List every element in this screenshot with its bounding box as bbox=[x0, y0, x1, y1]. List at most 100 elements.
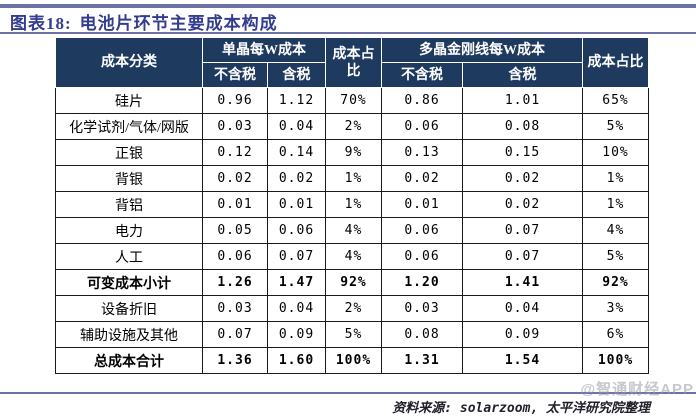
header-cell-category: 成本分类 bbox=[55, 37, 203, 88]
row-label: 设备折旧 bbox=[55, 295, 203, 322]
cell-mono-incl: 0.14 bbox=[267, 139, 326, 166]
cell-poly-incl: 0.09 bbox=[462, 321, 583, 348]
row-label: 电力 bbox=[55, 217, 203, 244]
cell-poly-incl: 0.15 bbox=[462, 139, 583, 166]
cell-poly-incl: 1.01 bbox=[462, 87, 583, 114]
table-row-total: 总成本合计 1.36 1.60 100% 1.31 1.54 100% bbox=[55, 347, 649, 374]
cell-poly-share: 92% bbox=[582, 269, 649, 296]
cell-mono-share: 5% bbox=[325, 321, 382, 348]
header-cell-share-poly: 成本占比 bbox=[582, 37, 649, 88]
cell-poly-incl: 0.07 bbox=[462, 243, 583, 270]
cell-mono-share: 1% bbox=[325, 165, 382, 192]
header-row-1: 成本分类 单晶每W成本 成本占比 多晶金刚线每W成本 成本占比 bbox=[55, 37, 649, 88]
cell-mono-share: 70% bbox=[325, 87, 382, 114]
cell-mono-incl: 0.04 bbox=[267, 113, 326, 140]
cell-mono-excl: 0.12 bbox=[202, 139, 268, 166]
cell-poly-incl: 0.04 bbox=[462, 295, 583, 322]
header-cell-mono-excl: 不含税 bbox=[202, 62, 268, 88]
cell-poly-incl: 0.02 bbox=[462, 165, 583, 192]
cell-mono-excl: 0.02 bbox=[202, 165, 268, 192]
cell-mono-share: 2% bbox=[325, 113, 382, 140]
cell-mono-share: 2% bbox=[325, 295, 382, 322]
cell-mono-share: 4% bbox=[325, 217, 382, 244]
cell-poly-excl: 1.31 bbox=[381, 347, 463, 374]
cell-poly-incl: 0.07 bbox=[462, 217, 583, 244]
table-row: 设备折旧 0.03 0.04 2% 0.03 0.04 3% bbox=[55, 295, 649, 322]
figure-title-text: 电池片环节主要成本构成 bbox=[79, 14, 278, 33]
row-label: 背银 bbox=[55, 165, 203, 192]
cell-mono-incl: 0.07 bbox=[267, 243, 326, 270]
cell-mono-incl: 0.01 bbox=[267, 191, 326, 218]
cell-mono-incl: 0.02 bbox=[267, 165, 326, 192]
cell-poly-share: 5% bbox=[582, 113, 649, 140]
cell-poly-share: 1% bbox=[582, 191, 649, 218]
cell-mono-excl: 0.96 bbox=[202, 87, 268, 114]
header-cell-mono-incl: 含税 bbox=[267, 62, 326, 88]
row-label: 可变成本小计 bbox=[55, 269, 203, 296]
table-row: 正银 0.12 0.14 9% 0.13 0.15 10% bbox=[55, 139, 649, 166]
cell-poly-incl: 0.02 bbox=[462, 191, 583, 218]
cell-poly-share: 100% bbox=[582, 347, 649, 374]
cell-poly-share: 5% bbox=[582, 243, 649, 270]
header-row-2: 不含税 含税 不含税 含税 bbox=[56, 62, 649, 88]
cell-poly-incl: 1.41 bbox=[462, 269, 583, 296]
figure-label: 图表18: bbox=[10, 14, 72, 33]
table-row: 辅助设施及其他 0.07 0.09 5% 0.08 0.09 6% bbox=[55, 321, 649, 348]
table-row: 硅片 0.96 1.12 70% 0.86 1.01 65% bbox=[55, 87, 649, 114]
row-label: 总成本合计 bbox=[55, 347, 203, 374]
cell-poly-excl: 0.06 bbox=[381, 113, 463, 140]
cell-poly-share: 10% bbox=[582, 139, 649, 166]
row-label: 辅助设施及其他 bbox=[55, 321, 203, 348]
table-row: 背铝 0.01 0.01 1% 0.01 0.02 1% bbox=[55, 191, 649, 218]
row-label: 硅片 bbox=[55, 87, 203, 114]
cell-poly-share: 4% bbox=[582, 217, 649, 244]
cell-poly-excl: 0.08 bbox=[381, 321, 463, 348]
cell-mono-share: 9% bbox=[325, 139, 382, 166]
row-label: 正银 bbox=[55, 139, 203, 166]
cell-mono-excl: 0.03 bbox=[202, 295, 268, 322]
cell-poly-excl: 0.02 bbox=[381, 165, 463, 192]
header-cell-share-mono: 成本占比 bbox=[325, 37, 382, 88]
top-divider bbox=[0, 4, 696, 8]
figure-title: 图表18: 电池片环节主要成本构成 bbox=[10, 9, 278, 34]
cell-mono-excl: 0.03 bbox=[202, 113, 268, 140]
cell-poly-excl: 0.86 bbox=[381, 87, 463, 114]
title-divider bbox=[0, 32, 696, 34]
cell-mono-share: 1% bbox=[325, 191, 382, 218]
cell-mono-share: 92% bbox=[325, 269, 382, 296]
cell-poly-excl: 0.06 bbox=[381, 217, 463, 244]
cell-mono-incl: 1.47 bbox=[267, 269, 326, 296]
cost-table: 成本分类 单晶每W成本 成本占比 多晶金刚线每W成本 成本占比 不含税 含税 不… bbox=[55, 37, 649, 374]
header-cell-poly-incl: 含税 bbox=[462, 62, 583, 88]
cell-poly-incl: 0.08 bbox=[462, 113, 583, 140]
cell-mono-share: 100% bbox=[325, 347, 382, 374]
cell-mono-excl: 0.07 bbox=[202, 321, 268, 348]
cell-poly-share: 3% bbox=[582, 295, 649, 322]
row-label: 化学试剂/气体/网版 bbox=[55, 113, 203, 140]
cell-mono-incl: 0.04 bbox=[267, 295, 326, 322]
row-label: 人工 bbox=[55, 243, 203, 270]
cell-mono-incl: 1.60 bbox=[267, 347, 326, 374]
header-cell-poly-excl: 不含税 bbox=[381, 62, 463, 88]
table-row: 背银 0.02 0.02 1% 0.02 0.02 1% bbox=[55, 165, 649, 192]
row-label: 背铝 bbox=[55, 191, 203, 218]
header-cell-poly-group: 多晶金刚线每W成本 bbox=[381, 37, 583, 63]
cell-mono-incl: 0.06 bbox=[267, 217, 326, 244]
cell-poly-excl: 0.06 bbox=[381, 243, 463, 270]
table-row: 电力 0.05 0.06 4% 0.06 0.07 4% bbox=[55, 217, 649, 244]
cell-poly-share: 6% bbox=[582, 321, 649, 348]
cell-mono-excl: 0.05 bbox=[202, 217, 268, 244]
cell-mono-share: 4% bbox=[325, 243, 382, 270]
cell-mono-excl: 0.01 bbox=[202, 191, 268, 218]
cell-poly-excl: 0.01 bbox=[381, 191, 463, 218]
table-row-subtotal: 可变成本小计 1.26 1.47 92% 1.20 1.41 92% bbox=[55, 269, 649, 296]
watermark: @智通财经APP bbox=[580, 381, 694, 398]
bottom-divider bbox=[0, 392, 696, 394]
table-row: 人工 0.06 0.07 4% 0.06 0.07 5% bbox=[55, 243, 649, 270]
cell-mono-excl: 0.06 bbox=[202, 243, 268, 270]
cell-poly-share: 65% bbox=[582, 87, 649, 114]
cell-poly-excl: 0.13 bbox=[381, 139, 463, 166]
cell-mono-incl: 1.12 bbox=[267, 87, 326, 114]
cell-poly-excl: 1.20 bbox=[381, 269, 463, 296]
